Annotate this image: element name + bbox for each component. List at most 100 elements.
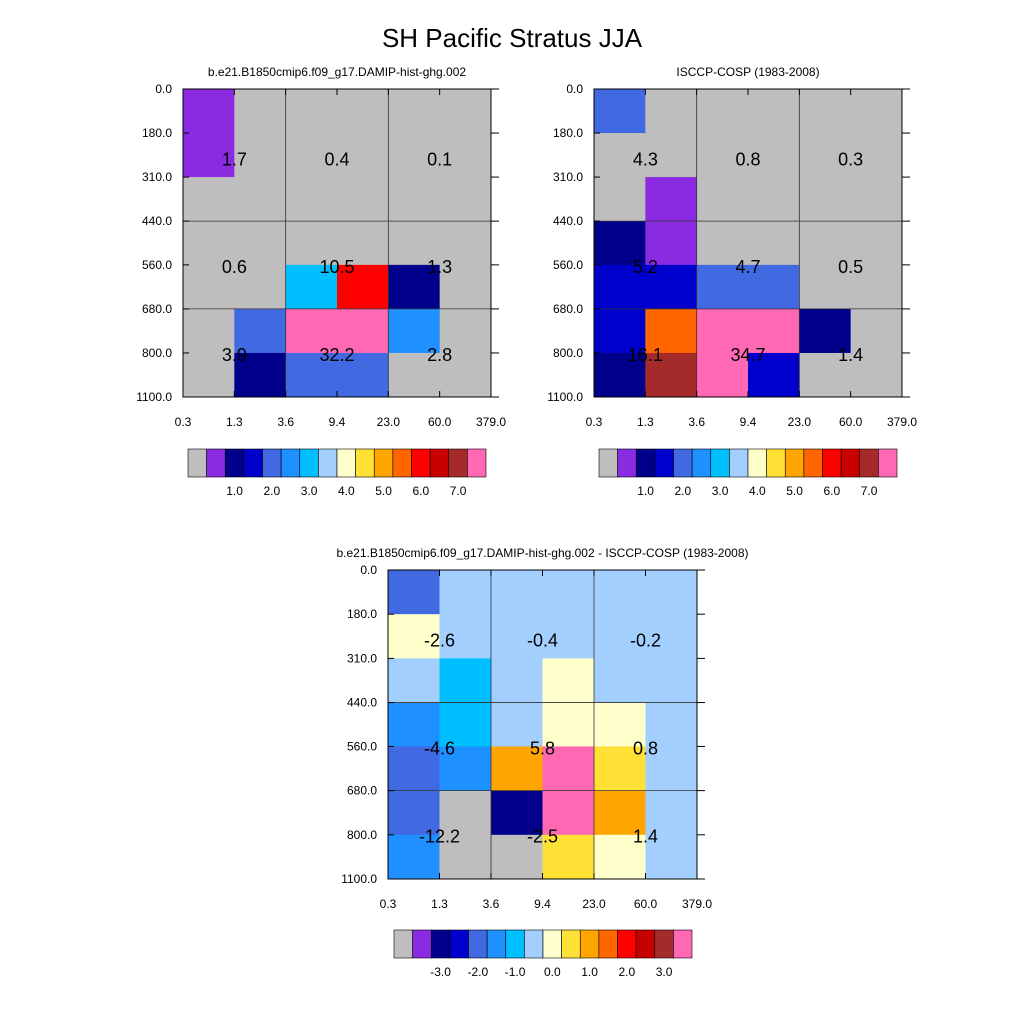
y-tick-label: 800.0 xyxy=(142,346,172,360)
colorbar-swatch xyxy=(318,448,338,478)
heatmap-cell xyxy=(542,746,595,792)
heatmap-cell xyxy=(696,352,749,398)
heatmap-cell xyxy=(594,264,646,310)
colorbar-swatch xyxy=(561,929,581,959)
y-tick-label: 680.0 xyxy=(553,302,583,316)
heatmap-cell xyxy=(234,264,287,310)
colorbar-swatch xyxy=(336,448,356,478)
y-tick-label: 310.0 xyxy=(142,170,172,184)
heatmap-cell xyxy=(388,221,441,266)
heatmap-cell xyxy=(388,308,441,354)
heatmap-cell xyxy=(183,352,235,398)
heatmap-cell xyxy=(594,702,646,747)
x-tick-label: 23.0 xyxy=(788,415,812,429)
y-tick-label: 310.0 xyxy=(347,651,377,665)
figure-title: SH Pacific Stratus JJA xyxy=(382,23,643,53)
colorbar-swatch xyxy=(206,448,226,478)
heatmap-cell xyxy=(388,614,440,659)
heatmap-cell xyxy=(183,221,235,266)
heatmap-cell xyxy=(645,308,698,354)
colorbar-label: 2.0 xyxy=(674,484,691,498)
grid-lines xyxy=(594,89,902,397)
heatmap-cell xyxy=(491,834,543,880)
heatmap-cell xyxy=(491,790,543,836)
colorbar-label: 3.0 xyxy=(656,965,673,979)
heatmap-cell xyxy=(337,352,389,398)
heatmap-cell xyxy=(388,570,440,615)
colorbar-label: 7.0 xyxy=(861,484,878,498)
heatmap-cell xyxy=(645,89,698,134)
colorbar-swatch xyxy=(878,448,898,478)
block-value-label: -0.4 xyxy=(527,631,558,651)
heatmap-cell xyxy=(594,570,646,615)
heatmap-cell xyxy=(748,352,800,398)
heatmap-cell xyxy=(439,702,492,747)
colorbar-swatch xyxy=(280,448,301,478)
panel-2: ISCCP-COSP (1983-2008) 0.3 1.3 3.6 9.4 23.0 60… xyxy=(547,65,917,498)
block-value-label: 0.5 xyxy=(838,257,863,277)
block-value-label: 5.2 xyxy=(633,257,658,277)
heatmap-cells xyxy=(388,570,698,880)
heatmap-cell xyxy=(439,221,492,266)
heatmap-cell xyxy=(491,746,543,792)
heatmap-cell xyxy=(439,614,492,659)
x-tick-label: 1.3 xyxy=(431,897,448,911)
heatmap-cell xyxy=(696,264,749,310)
colorbar-swatch xyxy=(598,929,618,959)
x-tick-label: 3.6 xyxy=(688,415,705,429)
y-tick-label: 0.0 xyxy=(360,563,377,577)
heatmap-cell xyxy=(542,790,595,836)
colorbar-swatch xyxy=(617,929,637,959)
colorbar-label: 6.0 xyxy=(412,484,429,498)
colorbar-swatch xyxy=(299,448,319,478)
y-axis: 0.0 180.0 310.0 440.0 560.0 680.0 800.0 1100.0 xyxy=(547,82,910,404)
colorbar-swatch xyxy=(187,448,207,478)
y-axis: 0.0 180.0 310.0 440.0 560.0 680.0 800.0 1100.0 xyxy=(341,563,705,886)
heatmap-cell xyxy=(285,221,338,266)
heatmap-cell xyxy=(850,308,903,354)
colorbar-swatch xyxy=(635,929,656,959)
y-tick-label: 560.0 xyxy=(142,258,172,272)
heatmap-cell xyxy=(594,308,646,354)
colorbar-swatch xyxy=(691,448,712,478)
heatmap-cells xyxy=(594,89,903,398)
heatmap-cell xyxy=(748,221,800,266)
heatmap-cell xyxy=(645,177,698,222)
heatmap-cell xyxy=(645,746,698,792)
y-tick-label: 440.0 xyxy=(142,214,172,228)
heatmap-cell xyxy=(594,834,646,880)
block-value-label: 2.8 xyxy=(427,345,452,365)
heatmap-cell xyxy=(337,89,389,134)
heatmap-cell xyxy=(285,264,338,310)
heatmap-cell xyxy=(645,790,698,836)
block-value-labels: 4.3 0.8 0.3 5.2 4.7 0.5 16.1 34.7 1.4 xyxy=(628,149,863,365)
colorbar-label: 1.0 xyxy=(581,965,598,979)
colorbar-swatch xyxy=(766,448,786,478)
colorbar-swatch xyxy=(412,929,432,959)
heatmap-cell xyxy=(337,133,389,178)
heatmap-cell xyxy=(234,221,287,266)
heatmap-cell xyxy=(696,89,749,134)
heatmap-cell xyxy=(234,352,287,398)
y-tick-label: 800.0 xyxy=(347,828,377,842)
heatmap-cell xyxy=(491,702,543,747)
colorbar: 1.0 2.0 3.0 4.0 5.0 6.0 7.0 xyxy=(598,448,898,498)
heatmap-cell xyxy=(696,221,749,266)
colorbar-label: 1.0 xyxy=(637,484,654,498)
colorbar-swatch xyxy=(448,448,468,478)
colorbar-swatch xyxy=(579,929,600,959)
colorbar-swatch xyxy=(243,448,263,478)
x-tick-label: 379.0 xyxy=(476,415,506,429)
colorbar-swatch xyxy=(729,448,749,478)
heatmap-cell xyxy=(183,133,235,178)
colorbar-swatch xyxy=(524,929,544,959)
heatmap-cell xyxy=(388,177,441,222)
y-axis: 0.0 180.0 310.0 440.0 560.0 680.0 800.0 1100.0 xyxy=(136,82,499,404)
colorbar-swatch xyxy=(673,929,693,959)
heatmap-cell xyxy=(850,89,903,134)
colorbar: 1.0 2.0 3.0 4.0 5.0 6.0 7.0 xyxy=(187,448,487,498)
heatmap-cell xyxy=(388,89,441,134)
heatmap-cell xyxy=(439,89,492,134)
